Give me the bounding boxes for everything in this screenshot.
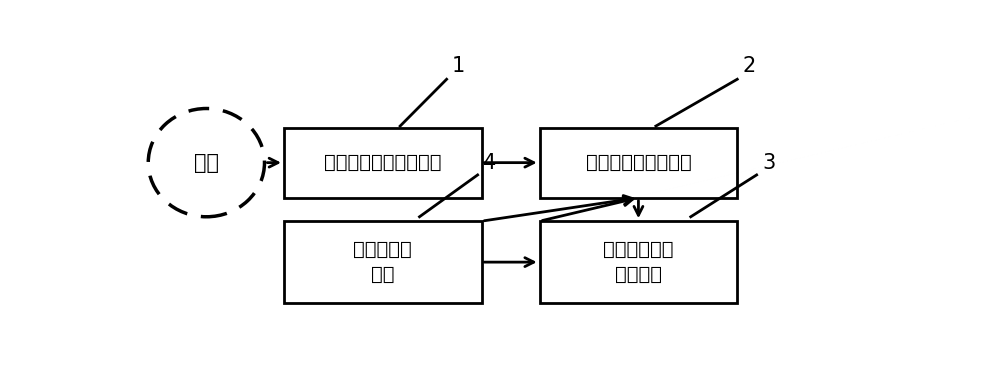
Text: 控制与计算
模块: 控制与计算 模块 (353, 240, 412, 284)
Text: 前置荧光信号收集模块: 前置荧光信号收集模块 (324, 153, 441, 172)
Text: 3: 3 (762, 153, 775, 173)
Bar (284, 128, 482, 198)
Ellipse shape (148, 109, 264, 217)
Text: 多通道空间编码模块: 多通道空间编码模块 (586, 153, 691, 172)
Text: 4: 4 (483, 153, 496, 173)
Bar (540, 128, 737, 198)
Bar (284, 221, 482, 303)
Text: 样本: 样本 (194, 153, 219, 173)
Text: 阵列微弱信号
探测模块: 阵列微弱信号 探测模块 (603, 240, 674, 284)
Text: 1: 1 (452, 56, 465, 76)
Bar (540, 221, 737, 303)
Text: 2: 2 (743, 56, 756, 76)
